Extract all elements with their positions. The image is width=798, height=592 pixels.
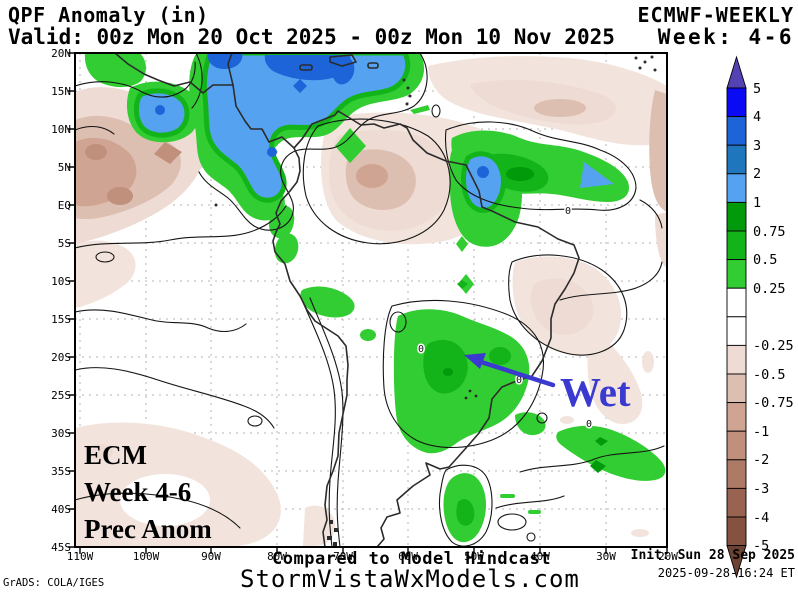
compare-note: Compared to Model Hindcast <box>272 549 552 569</box>
colorbar: 5 4 3 2 1 0.75 0.5 0.25 -0.25 -0.5 -0.75… <box>726 55 794 579</box>
colorbar-label: 0.5 <box>753 252 777 268</box>
colorbar-segment <box>726 430 747 461</box>
render-timestamp: 2025-09-28-16:24 ET <box>657 566 795 580</box>
colorbar-label: -5 <box>753 538 769 554</box>
colorbar-label: 3 <box>753 138 761 154</box>
init-time: Init: Sun 28 Sep 2025 <box>630 548 795 563</box>
colorbar-over-arrow <box>726 55 747 89</box>
colorbar-label: -3 <box>753 481 769 497</box>
colorbar-under-arrow <box>726 545 747 579</box>
blue-level2-fills <box>155 53 489 178</box>
model-name: ECMWF-WEEKLY <box>637 3 794 27</box>
page-title: QPF Anomaly (in) <box>8 3 209 27</box>
coastlines <box>114 53 580 547</box>
wet-blue-fills <box>133 53 614 213</box>
colorbar-segment <box>726 144 747 175</box>
colorbar-segment <box>726 344 747 375</box>
colorbar-segment <box>726 287 747 318</box>
annotation-variable: Prec Anom <box>84 514 212 544</box>
island-terrain-specks <box>214 55 657 546</box>
x-tick-label: 100W <box>133 550 160 563</box>
map-annotations: ECM Week 4-6 Prec Anom Wet <box>84 369 631 544</box>
y-tick-label: 35S <box>51 465 71 478</box>
colorbar-label: 0.25 <box>753 281 786 297</box>
x-tick-label: 60W <box>398 550 418 563</box>
colorbar-segment <box>726 230 747 261</box>
wet-label: Wet <box>560 369 631 415</box>
colorbar-label: -0.5 <box>753 367 786 383</box>
axis-ticks <box>68 52 668 554</box>
y-tick-label: 10S <box>51 275 71 288</box>
y-tick-label: 15S <box>51 313 71 326</box>
y-tick-label: EQ <box>58 199 71 212</box>
x-axis-labels: 110W 100W 90W 80W 70W 60W 50W 40W 30W 20… <box>67 550 679 563</box>
wet-arrow <box>464 353 556 388</box>
x-tick-label: 20W <box>658 550 678 563</box>
x-tick-label: 90W <box>201 550 221 563</box>
zero-label: 0 <box>516 375 522 386</box>
colorbar-segment <box>726 459 747 489</box>
x-tick-label: 70W <box>333 550 353 563</box>
zero-contour-labels: 0 0 0 0 <box>417 205 594 432</box>
colorbar-label: -2 <box>753 452 769 468</box>
site-watermark: StormVistaWxModels.com <box>240 565 580 592</box>
colorbar-segment <box>726 201 747 232</box>
x-tick-label: 40W <box>530 550 550 563</box>
y-tick-label: 5N <box>58 161 71 174</box>
colorbar-segment <box>726 116 747 146</box>
zero-label: 0 <box>565 206 571 217</box>
green-level3-fills <box>443 167 608 473</box>
dry-level5-fills <box>85 142 182 205</box>
y-tick-label: 5S <box>58 237 71 250</box>
colorbar-segment <box>726 259 747 289</box>
colorbar-segment <box>726 173 747 203</box>
y-tick-label: 40S <box>51 503 71 516</box>
colorbar-label: -4 <box>753 510 769 526</box>
blue-level1-fills <box>133 53 614 213</box>
x-tick-label: 80W <box>267 550 287 563</box>
colorbar-segment <box>726 487 747 518</box>
annotation-week: Week 4-6 <box>84 477 191 507</box>
valid-range: Valid: 00z Mon 20 Oct 2025 - 00z Mon 10 … <box>8 25 615 49</box>
colorbar-segment <box>726 402 747 432</box>
y-tick-label: 20S <box>51 351 71 364</box>
colorbar-label: 5 <box>753 81 761 97</box>
x-tick-label: 50W <box>464 550 484 563</box>
colorbar-label: 1 <box>753 195 761 211</box>
y-axis-labels: 20N 15N 10N 5N EQ 5S 10S 15S 20S 25S 30S… <box>51 47 71 554</box>
colorbar-segment <box>726 373 747 404</box>
colorbar-label: -1 <box>753 424 769 440</box>
colorbar-segment <box>726 516 747 547</box>
colorbar-label: 4 <box>753 109 761 125</box>
map-frame <box>74 52 668 548</box>
x-tick-label: 30W <box>596 550 616 563</box>
y-tick-label: 45S <box>51 541 71 554</box>
y-tick-label: 25S <box>51 389 71 402</box>
dry-hole <box>120 474 210 526</box>
y-tick-label: 20N <box>51 47 71 60</box>
y-tick-label: 30S <box>51 427 71 440</box>
contour-lines <box>75 53 665 547</box>
colorbar-label: -0.25 <box>753 338 794 354</box>
zero-label: 0 <box>586 419 592 430</box>
y-tick-label: 15N <box>51 85 71 98</box>
colorbar-labels: 5 4 3 2 1 0.75 0.5 0.25 -0.25 -0.5 -0.75… <box>753 81 794 554</box>
colorbar-label: -0.75 <box>753 395 794 411</box>
colorbar-segment <box>726 316 747 346</box>
y-tick-label: 10N <box>51 123 71 136</box>
colorbar-label: 0.75 <box>753 224 786 240</box>
zero-label: 0 <box>418 344 424 355</box>
annotation-model: ECM <box>84 440 147 470</box>
grads-credit: GrADS: COLA/IGES <box>3 577 105 589</box>
colorbar-label: 2 <box>753 166 761 182</box>
week-range: Week: 4-6 <box>657 25 794 49</box>
x-tick-label: 110W <box>67 550 94 563</box>
colorbar-segment <box>726 87 747 118</box>
